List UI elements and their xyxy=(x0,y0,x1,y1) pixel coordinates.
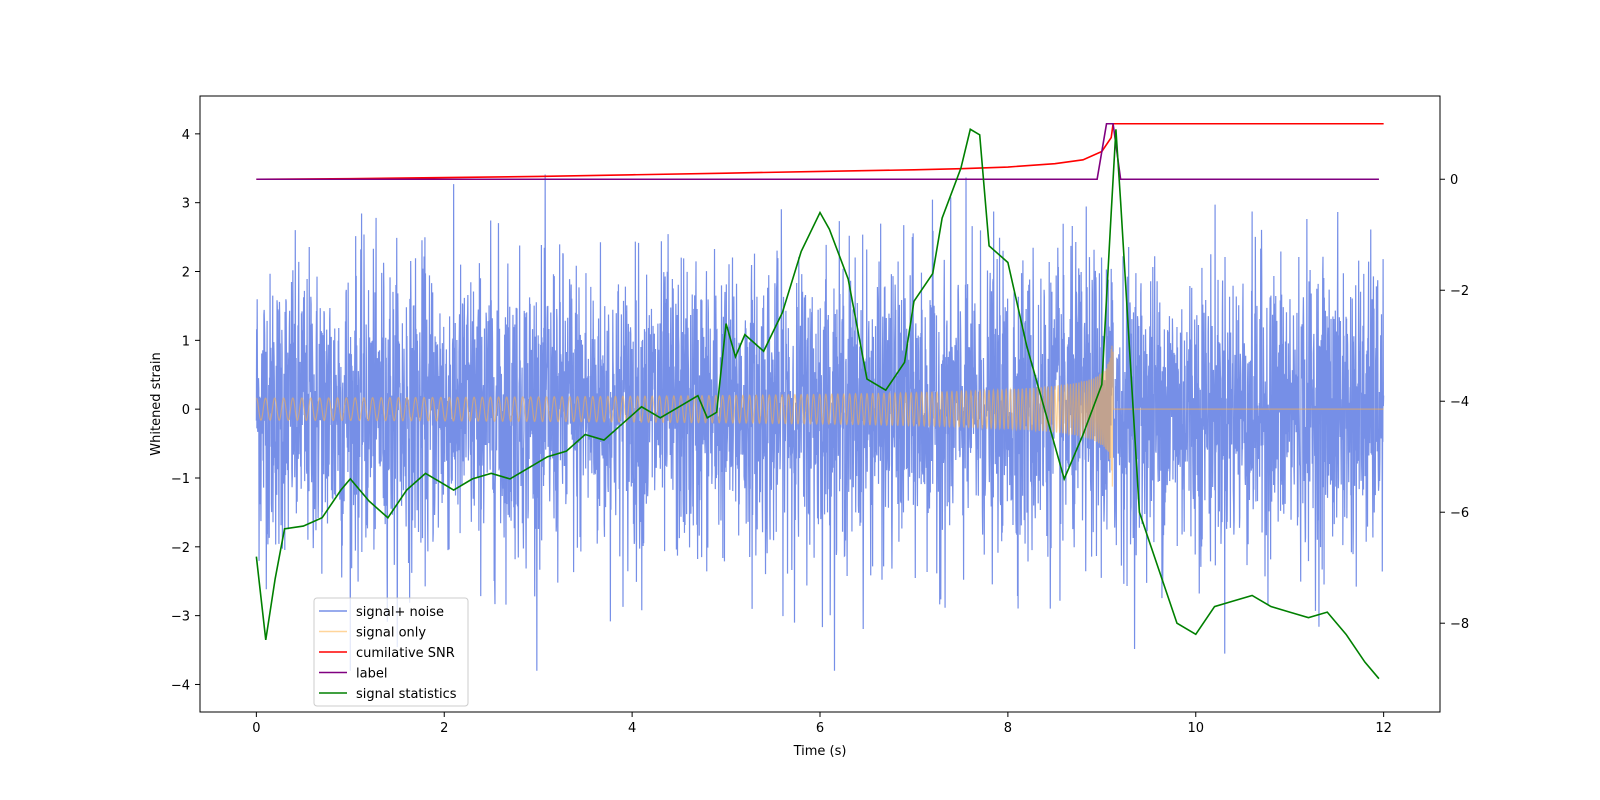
x-tick-label: 8 xyxy=(1004,721,1012,736)
x-tick-label: 12 xyxy=(1375,721,1392,736)
legend-entry-label: label xyxy=(356,667,387,682)
series-cumulative-snr xyxy=(256,122,1384,181)
y2-tick-label: 0 xyxy=(1450,173,1458,188)
y-tick-label: 0 xyxy=(182,403,190,418)
y-tick-label: 3 xyxy=(182,197,190,212)
x-tick-label: 2 xyxy=(440,721,448,736)
y2-tick-label: −8 xyxy=(1450,617,1469,632)
series-signal-only xyxy=(256,345,1384,487)
legend: signal+ noise signal only cumilative SNR la… xyxy=(313,597,469,707)
y-axis-right: −8 −6 −4 −2 0 xyxy=(1440,173,1469,632)
legend-entry-label: signal+ noise xyxy=(356,605,444,620)
y-axis-left: −4 −3 −2 −1 0 1 2 3 4 xyxy=(171,128,200,693)
y2-tick-label: −4 xyxy=(1450,395,1469,410)
legend-entry-label: signal only xyxy=(356,626,426,641)
y-tick-label: −2 xyxy=(171,541,190,556)
x-tick-label: 4 xyxy=(628,721,636,736)
legend-entry-label: cumilative SNR xyxy=(356,646,455,661)
y-tick-label: −1 xyxy=(171,472,190,487)
y-tick-label: −4 xyxy=(171,678,190,693)
x-axis-label: Time (s) xyxy=(793,744,847,759)
x-axis: 0 2 4 6 8 10 12 xyxy=(252,712,1392,736)
y2-tick-label: −2 xyxy=(1450,284,1469,299)
x-tick-label: 10 xyxy=(1187,721,1204,736)
y-tick-label: 1 xyxy=(182,334,190,349)
x-tick-label: 6 xyxy=(816,721,824,736)
y2-tick-label: −6 xyxy=(1450,506,1469,521)
series-signal-statistics xyxy=(255,128,1380,680)
y-tick-label: 2 xyxy=(182,266,190,281)
series-signal-plus-noise xyxy=(255,174,1385,671)
y-tick-label: 4 xyxy=(182,128,190,143)
series-layer xyxy=(255,122,1385,680)
y-axis-label: Whitened strain xyxy=(149,352,164,455)
legend-box xyxy=(313,597,469,707)
y-tick-label: −3 xyxy=(171,610,190,625)
x-tick-label: 0 xyxy=(252,721,260,736)
legend-entry-label: signal statistics xyxy=(356,687,457,702)
